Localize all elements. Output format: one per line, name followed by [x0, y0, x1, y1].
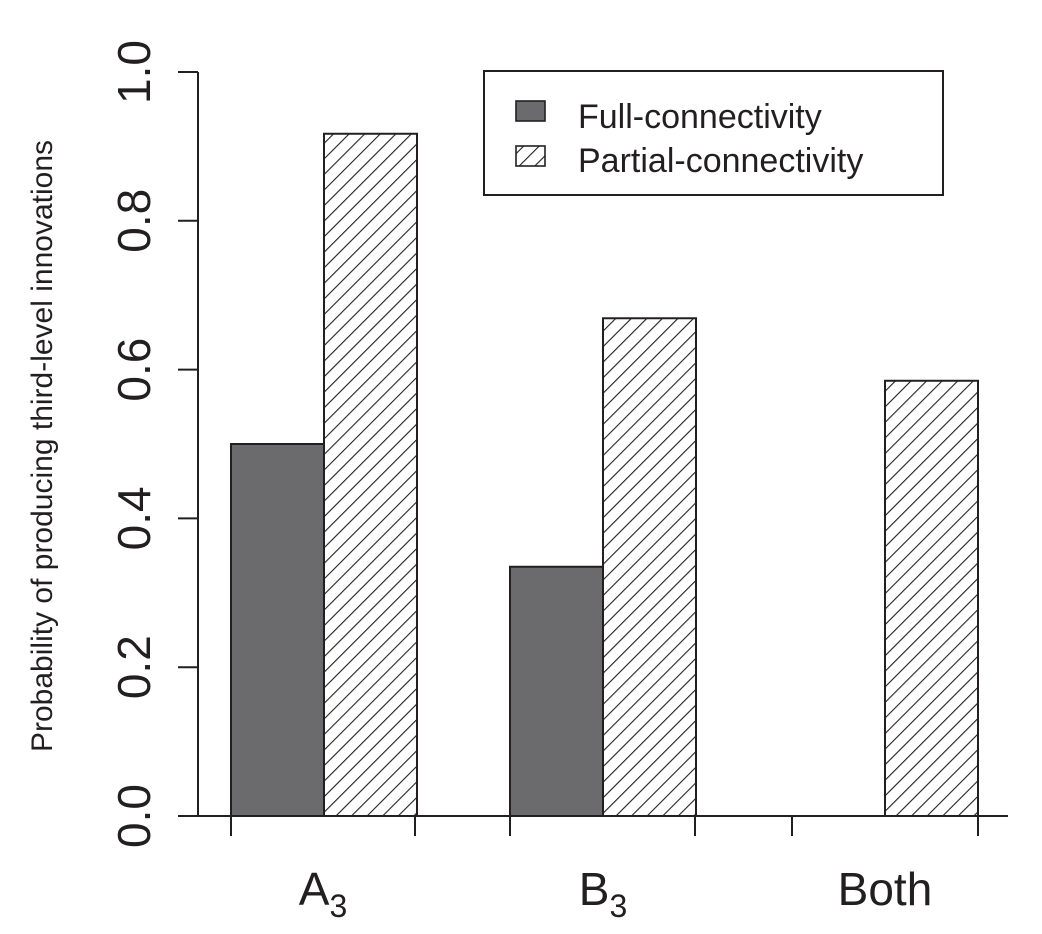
bar-partial-a [323, 132, 418, 817]
y-tick-label: 0.6 [108, 338, 160, 402]
legend-box [483, 70, 944, 196]
bar-partial-both [884, 379, 979, 817]
y-tick-label: 0.4 [108, 486, 160, 550]
x-axis: A3 B3 Both [178, 815, 1008, 924]
y-tick-label: 0.2 [108, 635, 160, 699]
bar-full-b [509, 565, 604, 818]
legend-swatch-partial [515, 145, 546, 167]
category-subscript: 3 [329, 888, 347, 924]
bar-partial-b [602, 317, 697, 817]
x-category-label: B3 [579, 863, 627, 924]
category-subscript: 3 [609, 888, 627, 924]
legend: Full-connectivity Partial-connectivity [483, 70, 944, 196]
legend-label-partial: Partial-connectivity [578, 142, 863, 180]
x-category-label: A3 [299, 863, 347, 924]
bar-full-a [230, 443, 325, 817]
y-tick-label: 1.0 [108, 40, 160, 104]
legend-label-full: Full-connectivity [578, 98, 822, 136]
bars [230, 132, 979, 818]
y-axis: 0.0 0.2 0.4 0.6 0.8 1.0 [108, 40, 199, 848]
y-tick-label: 0.0 [108, 784, 160, 848]
y-tick-label: 0.8 [108, 189, 160, 253]
y-axis-label: Probability of producing third-level inn… [26, 140, 59, 752]
legend-swatch-full [515, 100, 546, 122]
category-name: A [299, 863, 330, 915]
category-name: Both [838, 863, 933, 915]
category-name: B [579, 863, 610, 915]
x-category-label: Both [838, 863, 933, 915]
